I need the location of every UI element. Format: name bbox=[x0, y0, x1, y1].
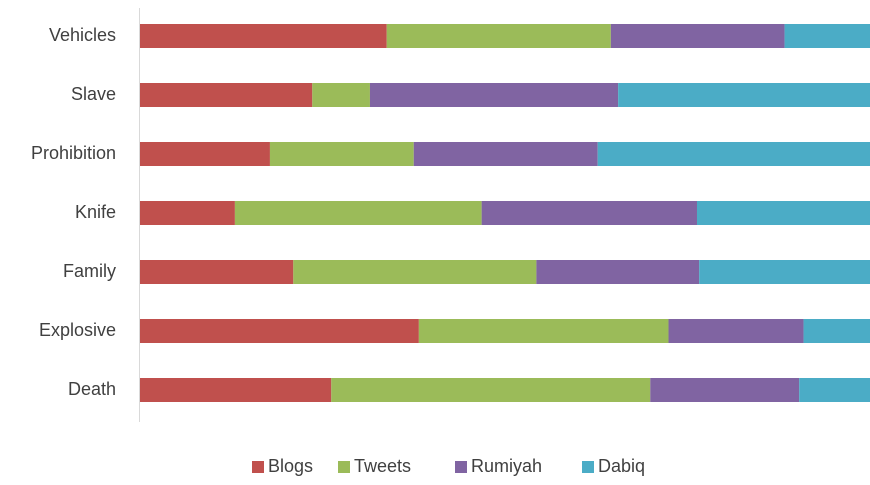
bar-segment bbox=[650, 378, 800, 402]
legend-swatch bbox=[582, 461, 594, 473]
bar-segment bbox=[140, 83, 313, 107]
bar-segment bbox=[331, 378, 651, 402]
bar-segment bbox=[413, 142, 598, 166]
bar-segment bbox=[668, 319, 804, 343]
bar-segment bbox=[536, 260, 700, 284]
legend-swatch bbox=[455, 461, 467, 473]
bar-segment bbox=[140, 260, 294, 284]
y-tick-label: Explosive bbox=[39, 320, 116, 340]
bar-segment bbox=[369, 83, 619, 107]
legend-label: Dabiq bbox=[598, 456, 645, 476]
y-tick-label: Prohibition bbox=[31, 143, 116, 163]
bar-segment bbox=[293, 260, 537, 284]
bar-segment bbox=[140, 319, 419, 343]
bar-segment bbox=[696, 201, 870, 225]
bar-segment bbox=[418, 319, 669, 343]
bar-segment bbox=[140, 378, 332, 402]
legend-label: Tweets bbox=[354, 456, 411, 476]
legend-label: Blogs bbox=[268, 456, 313, 476]
bar-segment bbox=[269, 142, 414, 166]
bar-segment bbox=[234, 201, 482, 225]
y-tick-label: Family bbox=[63, 261, 116, 281]
bar-segment bbox=[618, 83, 870, 107]
bar-segment bbox=[597, 142, 870, 166]
legend-swatch bbox=[338, 461, 350, 473]
bar-segment bbox=[140, 201, 235, 225]
y-tick-label: Death bbox=[68, 379, 116, 399]
bar-segment bbox=[140, 24, 387, 48]
bar-segment bbox=[140, 142, 270, 166]
legend-swatch bbox=[252, 461, 264, 473]
bar-segment bbox=[784, 24, 870, 48]
y-tick-label: Slave bbox=[71, 84, 116, 104]
bar-segment bbox=[481, 201, 697, 225]
bar-segment bbox=[610, 24, 785, 48]
legend-label: Rumiyah bbox=[471, 456, 542, 476]
bar-segment bbox=[386, 24, 611, 48]
bar-segment bbox=[803, 319, 870, 343]
y-tick-label: Knife bbox=[75, 202, 116, 222]
bar-segment bbox=[799, 378, 870, 402]
bar-segment bbox=[699, 260, 870, 284]
bar-segment bbox=[312, 83, 370, 107]
y-tick-label: Vehicles bbox=[49, 25, 116, 45]
